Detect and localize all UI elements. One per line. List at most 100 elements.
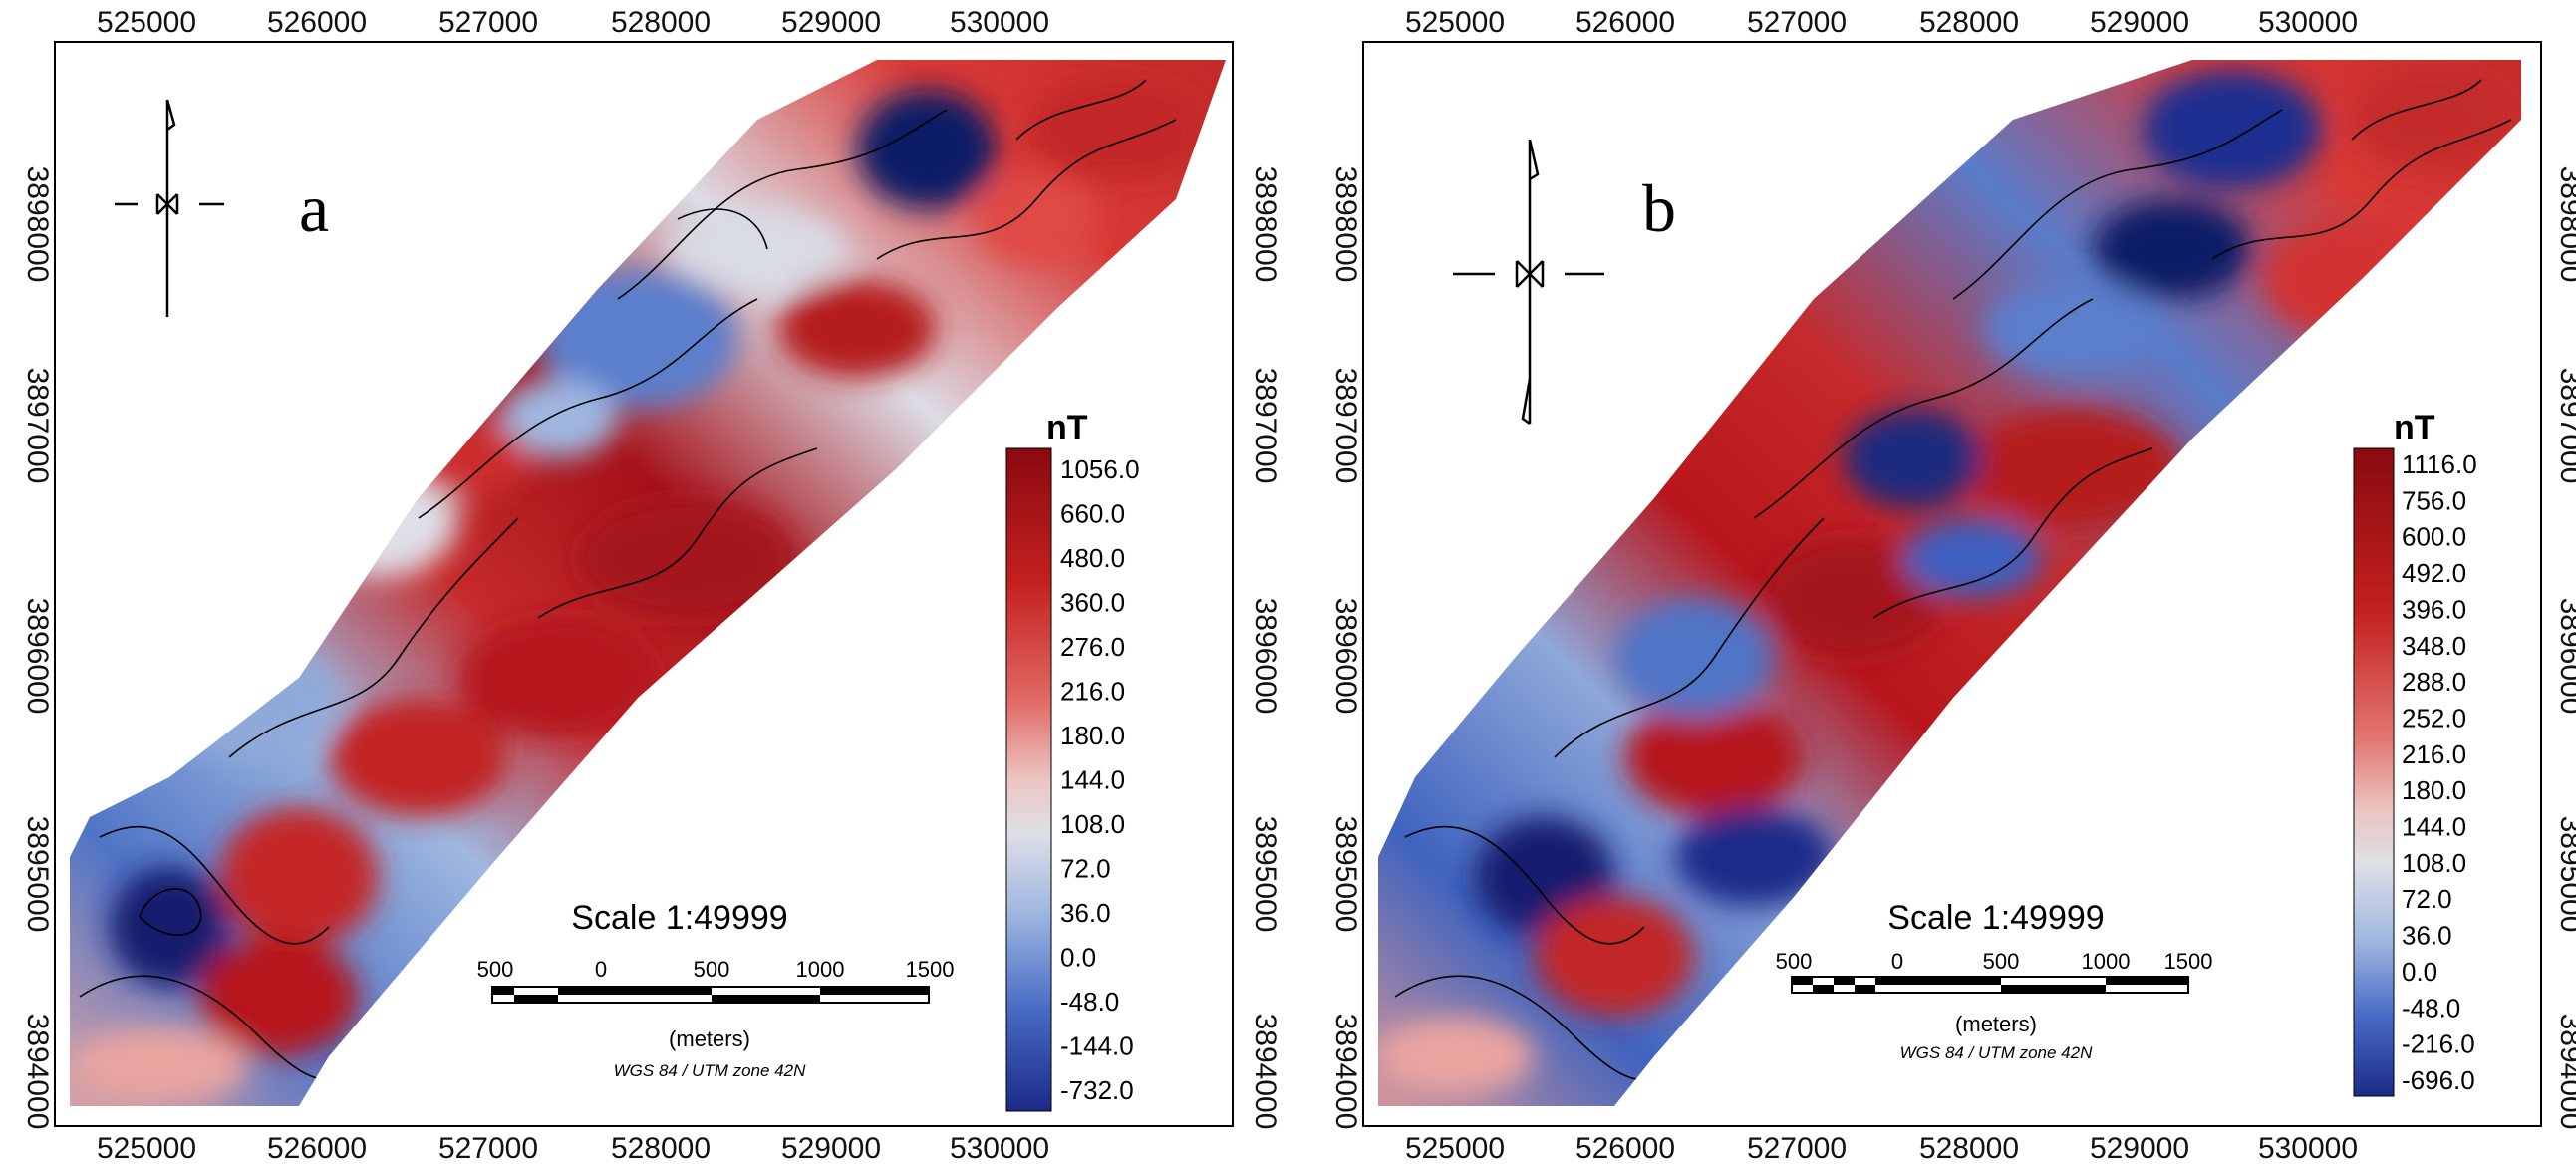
tick-label: 3896000: [2554, 598, 2576, 715]
x-axis-bottom: 525000 526000 527000 528000 529000 53000…: [1405, 1132, 2358, 1165]
tick-label: 526000: [1575, 6, 1675, 39]
tick-label: 3894000: [2554, 1014, 2576, 1130]
y-axis-right: 3898000 3897000 3896000 3895000 3894000: [2554, 166, 2576, 1130]
panel-letter: a: [299, 170, 329, 246]
legend-value: 0.0: [1060, 943, 1096, 973]
tick-label: 3895000: [21, 816, 54, 933]
tick-label: 3897000: [1249, 368, 1282, 484]
north-arrow-icon: [115, 99, 224, 317]
legend-value: 108.0: [1060, 809, 1125, 839]
panel-b: 525000 526000 527000 528000 529000 53000…: [1329, 6, 2576, 1165]
tick-label: 3895000: [1329, 816, 1362, 933]
legend-value: 216.0: [2402, 739, 2466, 769]
legend-value: 144.0: [2402, 812, 2466, 842]
legend-value: 288.0: [2402, 667, 2466, 697]
scale-tick: 500: [1983, 949, 2020, 974]
legend-value: 72.0: [1060, 854, 1111, 884]
tick-label: 526000: [1575, 1132, 1675, 1165]
legend-colorbar: [1005, 447, 1052, 1112]
scale-bar-graphic: [491, 986, 930, 1004]
tick-label: 3896000: [1329, 598, 1362, 715]
contour-lines: [79, 79, 1177, 1081]
scale-tick: 0: [1891, 949, 1903, 974]
legend-value: 216.0: [1060, 677, 1125, 707]
legend-value: 36.0: [2402, 921, 2452, 951]
legend-labels: 1116.0 756.0 600.0 492.0 396.0 348.0 288.0 252.…: [2402, 449, 2477, 1095]
tick-label: 530000: [2258, 6, 2358, 39]
tick-label: 525000: [97, 6, 196, 39]
tick-label: 527000: [438, 1132, 538, 1165]
legend-value: -732.0: [1060, 1075, 1134, 1105]
tick-label: 528000: [1919, 6, 2019, 39]
tick-label: 529000: [781, 6, 881, 39]
tick-label: 527000: [1747, 1132, 1847, 1165]
scale-units: (meters): [669, 1026, 750, 1051]
north-arrow-icon: [1453, 139, 1604, 426]
tick-label: 525000: [97, 1132, 196, 1165]
scale-bar: Scale 1:49999 500 0 500 1000 1500 (meter…: [477, 899, 955, 1080]
legend-value: 1116.0: [2402, 449, 2477, 479]
legend-value: 144.0: [1060, 765, 1125, 795]
legend-value: 396.0: [2402, 594, 2466, 624]
legend-value: 180.0: [2402, 775, 2466, 805]
x-axis-top: 525000 526000 527000 528000 529000 53000…: [1405, 6, 2358, 39]
legend-value: 348.0: [2402, 631, 2466, 661]
legend-value: -48.0: [2402, 993, 2460, 1023]
y-axis-left: 3898000 3897000 3896000 3895000 3894000: [21, 166, 54, 1130]
x-axis-top: 525000 526000 527000 528000 529000 53000…: [97, 6, 1049, 39]
tick-label: 3895000: [2554, 816, 2576, 933]
panel-letter: b: [1642, 170, 1676, 246]
scale-tick: 1000: [2082, 949, 2131, 974]
tick-label: 3894000: [1249, 1014, 1282, 1130]
legend-value: 756.0: [2402, 485, 2466, 515]
legend-value: -216.0: [2402, 1029, 2475, 1059]
legend-value: 360.0: [1060, 588, 1125, 618]
tick-label: 528000: [611, 6, 711, 39]
color-legend: nT 1056.0660.0480.0360.0276.0216.0180.01…: [1005, 409, 1140, 1112]
tick-label: 3898000: [21, 166, 54, 283]
scale-tick: 1000: [796, 957, 845, 982]
tick-label: 3897000: [21, 368, 54, 484]
legend-value: -144.0: [1060, 1031, 1134, 1061]
legend-value: 0.0: [2402, 957, 2437, 987]
tick-label: 529000: [2090, 1132, 2189, 1165]
tick-label: 526000: [267, 1132, 367, 1165]
scale-title: Scale 1:49999: [571, 899, 787, 937]
legend-value: 180.0: [1060, 721, 1125, 750]
y-axis-right: 3898000 3897000 3896000 3895000 3894000: [1249, 166, 1282, 1130]
legend-unit: nT: [2394, 409, 2435, 446]
scale-tick: 500: [477, 957, 514, 982]
tick-label: 525000: [1405, 6, 1505, 39]
tick-label: 3895000: [1249, 816, 1282, 933]
tick-label: 529000: [2090, 6, 2189, 39]
tick-label: 3897000: [2554, 368, 2576, 484]
scale-tick: 1500: [906, 957, 955, 982]
legend-value: 660.0: [1060, 499, 1125, 529]
tick-label: 530000: [950, 6, 1049, 39]
legend-value: 72.0: [2402, 884, 2452, 914]
legend-value: 1056.0: [1060, 454, 1140, 484]
tick-label: 3898000: [1329, 166, 1362, 283]
scale-units: (meters): [1955, 1012, 2037, 1036]
legend-unit: nT: [1046, 409, 1088, 446]
projection-label: WGS 84 / UTM zone 42N: [614, 1061, 806, 1080]
scale-tick: 0: [595, 957, 607, 982]
x-axis-bottom: 525000 526000 527000 528000 529000 53000…: [97, 1132, 1049, 1165]
legend-value: 276.0: [1060, 632, 1125, 662]
legend-value: 36.0: [1060, 898, 1111, 928]
panel-a: 525000 526000 527000 528000 529000 53000…: [21, 6, 1282, 1165]
legend-colorbar: [2353, 447, 2395, 1097]
y-axis-left: 3898000 3897000 3896000 3895000 3894000: [1329, 166, 1362, 1130]
legend-value: 600.0: [2402, 522, 2466, 552]
tick-label: 529000: [781, 1132, 881, 1165]
legend-value: -696.0: [2402, 1065, 2475, 1095]
tick-label: 3898000: [2554, 166, 2576, 283]
legend-value: 252.0: [2402, 703, 2466, 733]
legend-value: 492.0: [2402, 558, 2466, 588]
projection-label: WGS 84 / UTM zone 42N: [1900, 1043, 2093, 1062]
tick-label: 530000: [950, 1132, 1049, 1165]
scale-bar: Scale 1:49999 500 0 500 1000 1500 (meter…: [1776, 899, 2213, 1062]
tick-label: 3894000: [1329, 1014, 1362, 1130]
tick-label: 3896000: [1249, 598, 1282, 715]
tick-label: 528000: [1919, 1132, 2019, 1165]
